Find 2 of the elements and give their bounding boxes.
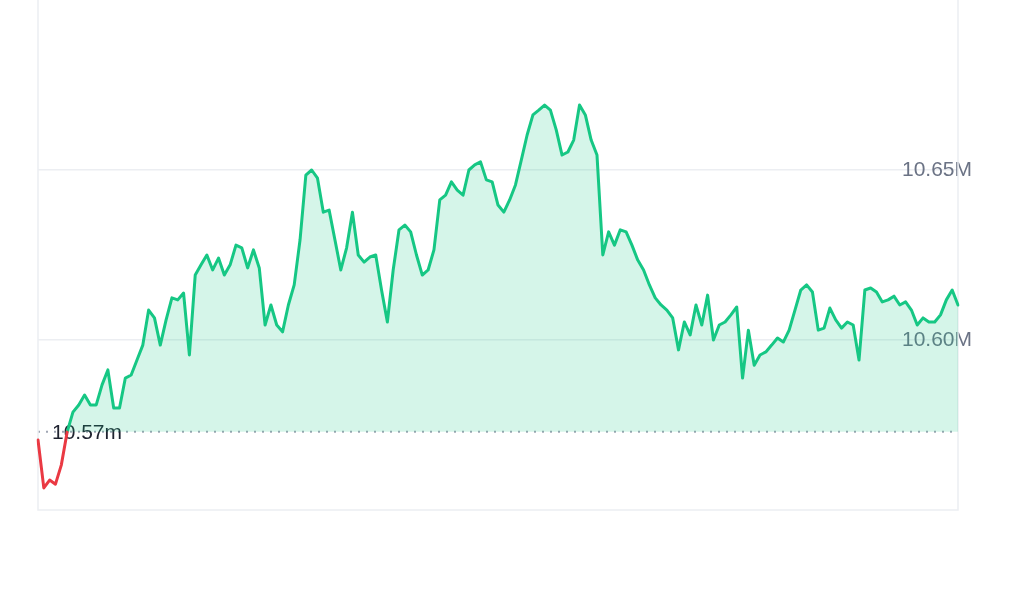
y-tick-label: 10.65M [901, 156, 972, 180]
y-tick-label: 10.60M [901, 326, 972, 350]
